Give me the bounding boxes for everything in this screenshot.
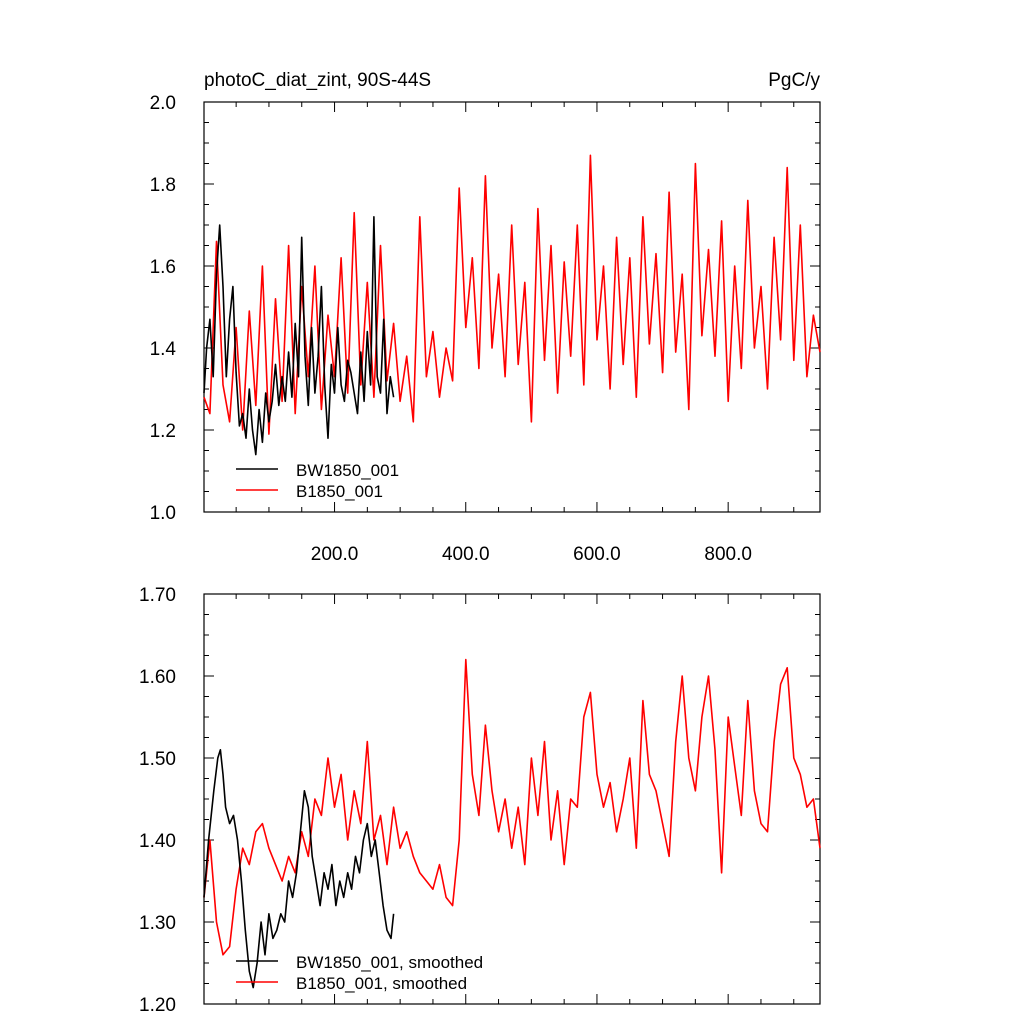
top-panel-units: PgC/y [768, 70, 820, 91]
bottom-series-lines [203, 658, 821, 989]
x-tick-label: 800.0 [704, 544, 752, 565]
y-tick-label: 1.0 [150, 503, 176, 524]
series-line-b1850-001-smoothed [203, 658, 821, 956]
top-legend: BW1850_001 B1850_001 [236, 461, 399, 501]
y-tick-label: 1.2 [150, 421, 176, 442]
bottom-tick-labels: 1.20 1.30 1.40 1.50 1.60 1.70 [139, 585, 176, 1016]
top-series-lines [203, 154, 821, 456]
top-legend-label-bw1850: BW1850_001 [296, 461, 399, 480]
x-tick-label: 200.0 [311, 544, 359, 565]
y-tick-label: 1.50 [139, 749, 176, 770]
series-line-bw1850-001-smoothed [203, 749, 395, 989]
top-panel-title: photoC_diat_zint, 90S-44S [204, 70, 431, 91]
series-line-bw1850-001 [203, 216, 395, 456]
y-tick-label: 1.4 [150, 339, 177, 360]
y-tick-label: 1.40 [139, 831, 176, 852]
y-tick-label: 1.8 [150, 175, 176, 196]
x-tick-label: 600.0 [573, 544, 621, 565]
bottom-panel: 1.20 1.30 1.40 1.50 1.60 1.70 BW1850_001, smo… [139, 585, 821, 1016]
y-tick-label: 1.30 [139, 913, 176, 934]
bottom-legend-label-b1850: B1850_001, smoothed [296, 974, 467, 993]
y-tick-label: 1.60 [139, 667, 176, 688]
y-tick-label: 1.70 [139, 585, 176, 606]
top-legend-label-b1850: B1850_001 [296, 482, 383, 501]
series-line-b1850-001 [203, 154, 821, 435]
bottom-legend: BW1850_001, smoothed B1850_001, smoothed [236, 953, 483, 993]
top-tick-labels: 1.0 1.2 1.4 1.6 1.8 2.0 200.0 400.0 600.0 800.0 [150, 93, 752, 565]
y-tick-label: 1.6 [150, 257, 176, 278]
top-panel: photoC_diat_zint, 90S-44S PgC/y 1.01.21.… [150, 70, 821, 565]
y-tick-label: 2.0 [150, 93, 176, 114]
x-tick-label: 400.0 [442, 544, 490, 565]
y-tick-label: 1.20 [139, 995, 176, 1016]
bottom-legend-label-bw1850: BW1850_001, smoothed [296, 953, 483, 972]
